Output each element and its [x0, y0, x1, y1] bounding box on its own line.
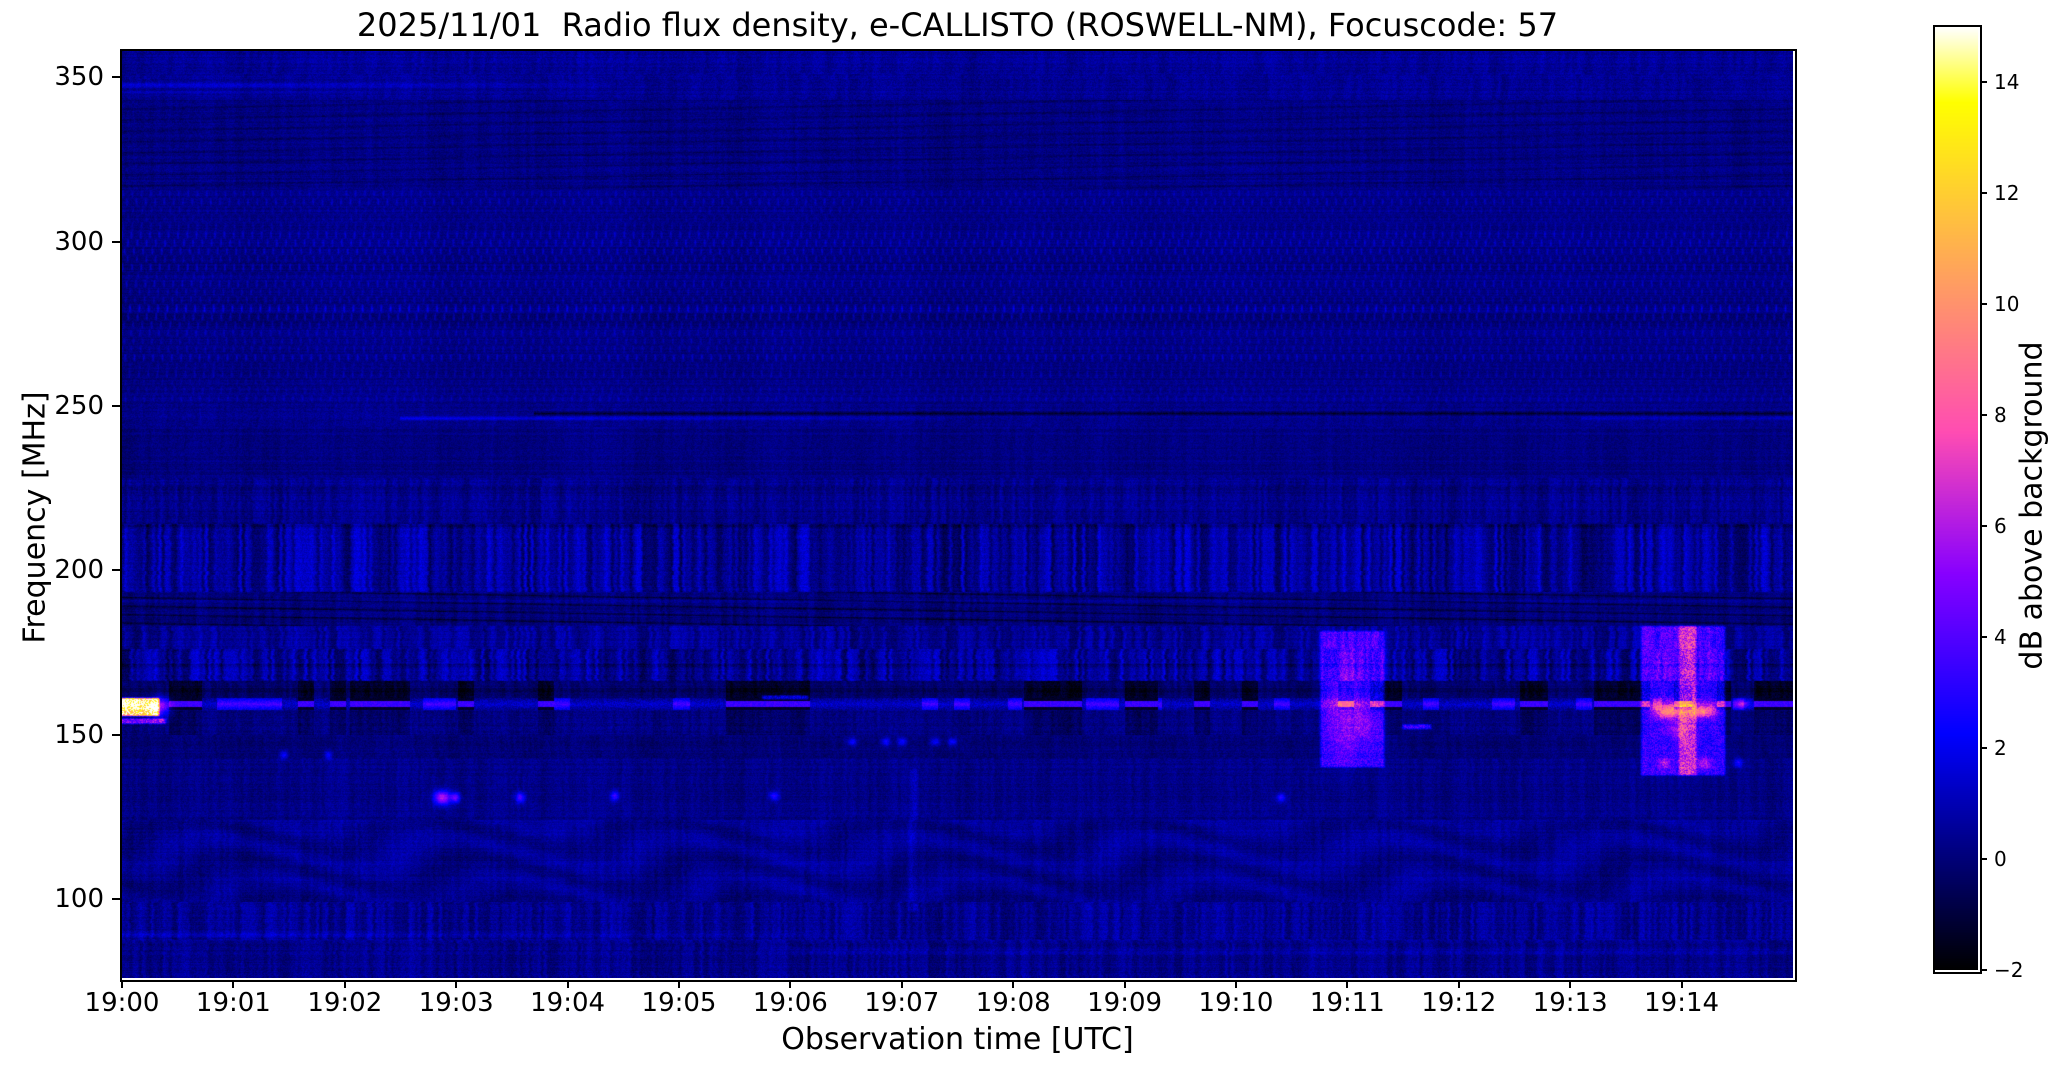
y-tick-label: 150: [54, 719, 104, 750]
x-tick-mark: [1457, 980, 1460, 988]
x-tick-label: 19:13: [1532, 988, 1608, 1018]
x-tick-mark: [1012, 980, 1015, 988]
x-tick-mark: [455, 980, 458, 988]
x-tick-label: 19:02: [307, 988, 383, 1018]
x-tick-mark: [1569, 980, 1572, 988]
y-axis-label: Frequency [MHz]: [17, 391, 53, 644]
colorbar-tick-label: 14: [1994, 70, 2020, 95]
colorbar-tick-label: 12: [1994, 181, 2020, 206]
x-tick-mark: [678, 980, 680, 988]
colorbar-tick-mark: [1980, 747, 1987, 750]
x-tick-mark: [1235, 980, 1237, 988]
y-tick-label: 350: [54, 62, 104, 93]
colorbar-gradient: [1935, 27, 1978, 970]
colorbar-tick-label: 8: [1994, 403, 2007, 428]
y-tick-label: 100: [54, 884, 104, 915]
x-tick-mark: [1123, 980, 1126, 988]
x-tick-label: 19:10: [1198, 988, 1274, 1018]
x-tick-label: 19:06: [752, 988, 828, 1018]
colorbar-tick-mark: [1980, 858, 1987, 861]
colorbar-tick-label: 10: [1994, 292, 2020, 317]
x-tick-label: 19:04: [530, 988, 606, 1018]
x-tick-label: 19:03: [418, 988, 494, 1018]
x-tick-mark: [232, 980, 235, 988]
y-tick-mark: [112, 898, 120, 901]
x-tick-label: 19:14: [1644, 988, 1720, 1018]
y-tick-mark: [112, 733, 120, 736]
colorbar-tick-label: 6: [1994, 514, 2007, 539]
x-tick-mark: [1680, 980, 1683, 988]
x-tick-mark: [566, 980, 569, 988]
colorbar-tick-mark: [1980, 414, 1987, 417]
colorbar-tick-mark: [1980, 192, 1987, 195]
y-tick-mark: [112, 240, 120, 243]
y-tick-label: 200: [54, 555, 104, 586]
x-tick-mark: [789, 980, 792, 988]
y-tick-mark: [112, 76, 120, 79]
x-tick-mark: [900, 980, 903, 988]
x-tick-label: 19:05: [641, 988, 717, 1018]
colorbar-tick-mark: [1980, 303, 1987, 306]
y-tick-mark: [112, 405, 120, 408]
colorbar-tick-label: 4: [1994, 625, 2007, 650]
x-axis-label: Observation time [UTC]: [781, 1022, 1134, 1057]
colorbar-tick-mark: [1980, 969, 1987, 971]
x-tick-label: 19:08: [975, 988, 1051, 1018]
colorbar-tick-label: −2: [1994, 958, 2024, 982]
colorbar-tick-mark: [1980, 525, 1987, 528]
colorbar-label: dB above background: [2014, 341, 2050, 670]
colorbar-tick-mark: [1980, 636, 1987, 639]
spectrogram-heatmap: [122, 51, 1793, 978]
x-tick-label: 19:07: [864, 988, 940, 1018]
x-tick-mark: [1346, 980, 1349, 988]
y-tick-label: 250: [54, 391, 104, 422]
x-tick-label: 19:11: [1309, 988, 1385, 1018]
x-tick-label: 19:12: [1421, 988, 1497, 1018]
x-tick-mark: [121, 980, 123, 988]
x-tick-mark: [343, 980, 346, 988]
y-tick-label: 300: [54, 226, 104, 257]
colorbar-tick-label: 0: [1994, 847, 2007, 872]
colorbar-tick-label: 2: [1994, 736, 2007, 761]
y-tick-mark: [112, 569, 120, 572]
x-tick-label: 19:09: [1087, 988, 1163, 1018]
x-tick-label: 19:00: [84, 988, 160, 1018]
colorbar-tick-mark: [1980, 81, 1987, 84]
chart-title: 2025/11/01 Radio flux density, e-CALLIST…: [356, 6, 1559, 44]
x-tick-label: 19:01: [195, 988, 271, 1018]
